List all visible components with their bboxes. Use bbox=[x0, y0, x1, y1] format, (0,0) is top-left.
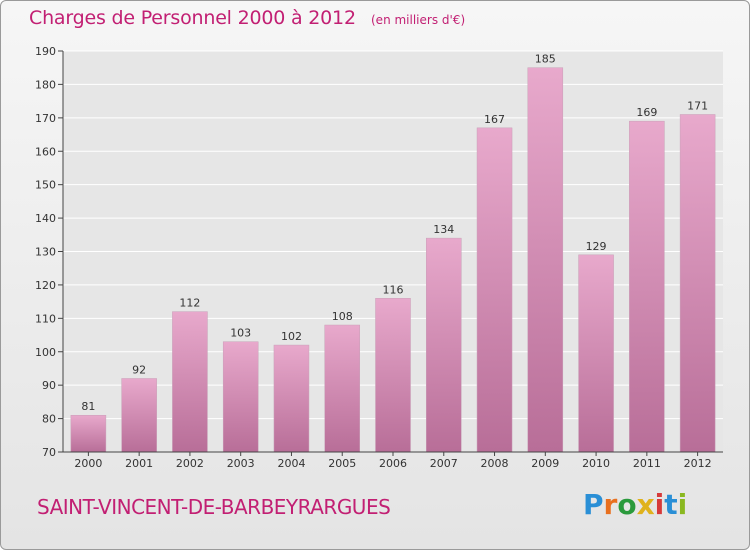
logo-letter: t bbox=[664, 488, 678, 521]
x-tick-label: 2001 bbox=[125, 457, 153, 470]
bar bbox=[273, 344, 310, 453]
y-tick-label: 90 bbox=[42, 379, 56, 392]
y-tick-label: 130 bbox=[35, 246, 56, 259]
x-tick-label: 2011 bbox=[633, 457, 661, 470]
y-tick-label: 120 bbox=[35, 279, 56, 292]
bar-value-label: 116 bbox=[383, 283, 404, 296]
commune-name: SAINT-VINCENT-DE-BARBEYRARGUES bbox=[37, 495, 391, 519]
bar-value-label: 102 bbox=[281, 330, 302, 343]
logo-letter: r bbox=[603, 488, 618, 521]
x-tick-label: 2012 bbox=[684, 457, 712, 470]
bar bbox=[578, 254, 614, 453]
bar-value-label: 185 bbox=[535, 53, 556, 66]
x-tick-label: 2007 bbox=[430, 457, 458, 470]
y-tick-label: 100 bbox=[35, 346, 56, 359]
bar bbox=[70, 414, 107, 453]
bar-value-label: 92 bbox=[132, 363, 146, 376]
logo-letter: x bbox=[636, 488, 655, 521]
y-tick-label: 170 bbox=[35, 112, 56, 125]
chart-subtitle: (en milliers d'€) bbox=[371, 13, 466, 27]
y-tick-label: 190 bbox=[35, 45, 56, 58]
bar bbox=[527, 67, 564, 453]
x-tick-label: 2005 bbox=[328, 457, 356, 470]
logo-letter: i bbox=[654, 488, 665, 521]
x-tick-label: 2000 bbox=[74, 457, 102, 470]
y-tick-label: 160 bbox=[35, 145, 56, 158]
bar-value-label: 171 bbox=[687, 99, 708, 112]
y-tick-label: 70 bbox=[42, 446, 56, 459]
logo-letter: i bbox=[677, 488, 688, 521]
bar bbox=[629, 120, 665, 453]
bar-value-label: 103 bbox=[230, 327, 251, 340]
bar-value-label: 108 bbox=[332, 310, 353, 323]
y-tick-label: 180 bbox=[35, 78, 56, 91]
x-tick-label: 2008 bbox=[481, 457, 509, 470]
x-tick-label: 2010 bbox=[582, 457, 610, 470]
y-tick-label: 110 bbox=[35, 312, 56, 325]
bar bbox=[121, 378, 157, 453]
y-tick-label: 80 bbox=[42, 413, 56, 426]
bar-value-label: 169 bbox=[636, 106, 657, 119]
x-tick-label: 2004 bbox=[277, 457, 305, 470]
y-tick-label: 140 bbox=[35, 212, 56, 225]
bar-value-label: 81 bbox=[81, 400, 95, 413]
bar bbox=[426, 237, 462, 453]
bar bbox=[375, 298, 411, 453]
bar bbox=[324, 324, 360, 453]
x-tick-label: 2003 bbox=[227, 457, 255, 470]
x-tick-label: 2009 bbox=[531, 457, 559, 470]
chart-title: Charges de Personnel 2000 à 2012 bbox=[29, 7, 356, 29]
proxiti-logo[interactable]: Proxiti bbox=[583, 488, 687, 521]
bar bbox=[476, 127, 513, 453]
bar-value-label: 134 bbox=[433, 223, 454, 236]
logo-letter: P bbox=[583, 488, 604, 521]
bar-value-label: 129 bbox=[586, 240, 607, 253]
logo-letter: o bbox=[617, 488, 637, 521]
bar bbox=[222, 341, 259, 453]
bar-value-label: 167 bbox=[484, 113, 505, 126]
bar bbox=[172, 311, 208, 453]
x-tick-label: 2006 bbox=[379, 457, 407, 470]
bar bbox=[679, 114, 716, 453]
x-tick-label: 2002 bbox=[176, 457, 204, 470]
y-tick-label: 150 bbox=[35, 179, 56, 192]
bar-value-label: 112 bbox=[179, 297, 200, 310]
